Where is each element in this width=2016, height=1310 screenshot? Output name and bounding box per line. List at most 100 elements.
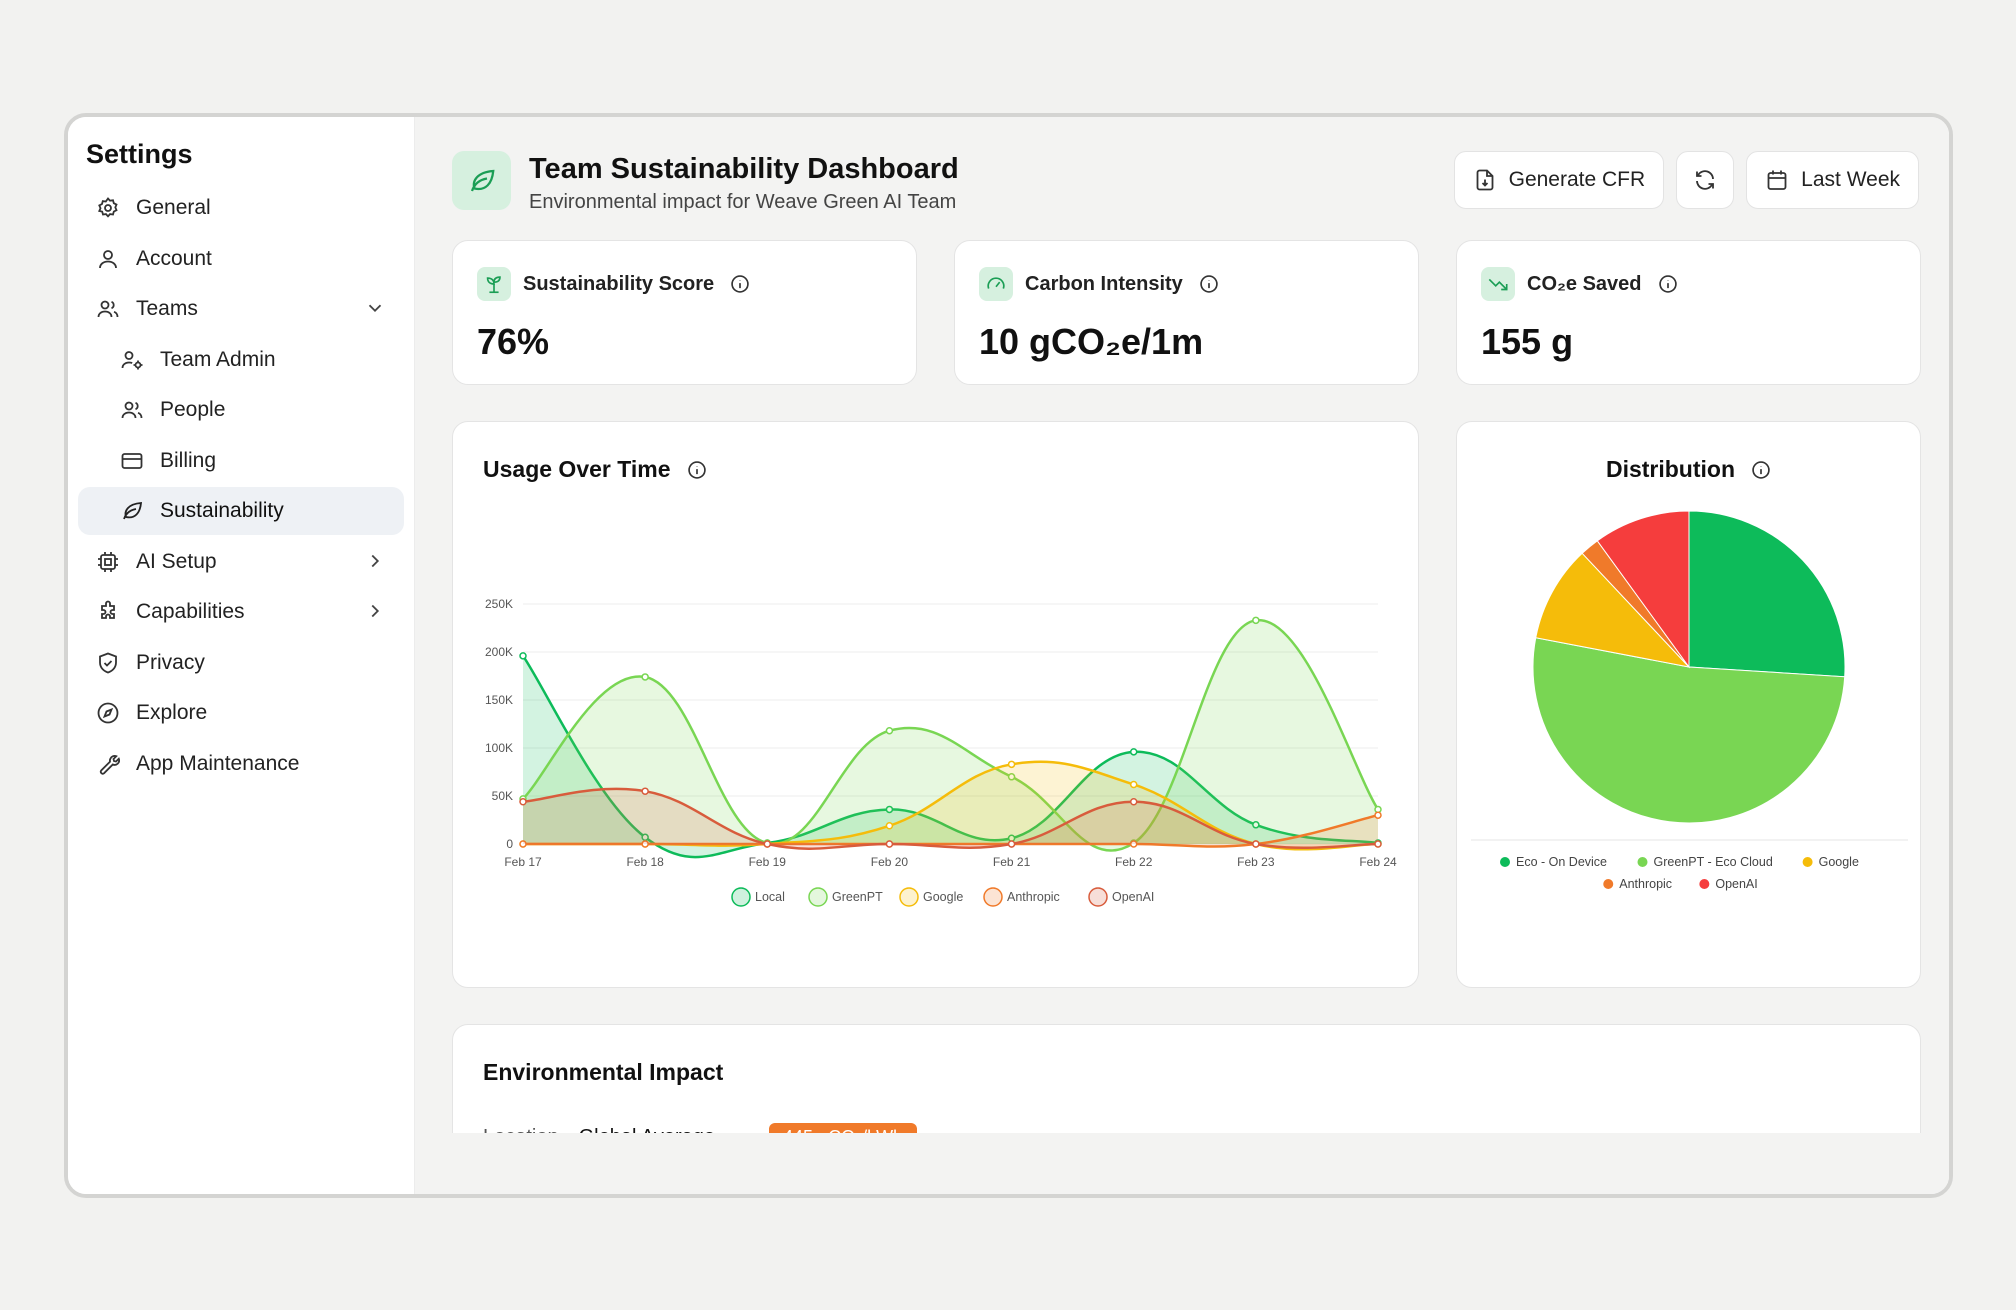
sidebar-item-privacy[interactable]: Privacy [78,639,404,687]
sidebar-item-people[interactable]: People [78,386,404,434]
card-title: Distribution [1605,456,1736,482]
sidebar-item-app-maintenance[interactable]: App Maintenance [78,740,404,788]
data-point [1374,840,1382,848]
gauge-icon [979,267,1013,301]
info-icon[interactable] [1751,460,1771,480]
carbon-intensity-card: Carbon Intensity 10 gCO₂e/1m [954,240,1419,385]
series-line [522,813,1379,848]
cpu-icon [96,550,120,574]
wrench-icon [96,752,120,776]
info-icon[interactable] [1199,274,1219,294]
chevron-down-icon[interactable] [364,297,386,319]
stat-value: 155 g [1481,321,1574,362]
x-tick-label: Feb 18 [626,855,664,869]
stat-value: 10 gCO₂e/1m [979,321,1204,362]
sidebar-item-label: General [136,196,211,219]
sidebar-item-label: App Maintenance [136,751,300,775]
pie-slice [1532,637,1846,824]
y-tick-label: 200K [485,645,513,659]
sidebar-item-label: Team Admin [160,347,276,371]
legend-marker [1637,857,1648,867]
legend-label: Eco - On Device [1516,855,1607,869]
header-actions: Generate CFR Last Week [1453,151,1919,209]
sidebar-item-label: Account [136,246,212,270]
info-icon[interactable] [1658,274,1678,294]
page-title: Team Sustainability Dashboard [529,153,959,185]
distribution-card: Distribution Eco - On Device GreenPT - Ec… [1456,421,1921,988]
refresh-icon [1696,170,1715,190]
distribution-title-row: Distribution [1457,456,1920,483]
chevron-right-icon[interactable] [364,600,386,622]
x-tick-label: Feb 24 [1359,855,1397,869]
sidebar-item-ai-setup[interactable]: AI Setup [78,538,404,586]
x-tick-label: Feb 22 [1115,855,1153,869]
legend-marker [1603,879,1614,889]
legend-marker [1500,857,1510,867]
data-point [1374,811,1382,819]
stat-value: 76% [477,321,550,362]
legend-label: Google [1819,855,1859,869]
settings-window: Settings General Account Teams Team Admi… [64,113,1953,1198]
y-tick-label: 250K [485,597,513,611]
sidebar: Settings General Account Teams Team Admi… [68,117,415,1194]
sidebar-item-label: AI Setup [136,549,217,573]
legend-label: Google [923,890,963,904]
compass-icon [96,701,120,725]
x-tick-label: Feb 19 [749,855,787,869]
data-point [1252,840,1260,848]
sidebar-item-label: Billing [160,448,217,472]
sidebar-item-label: Capabilities [136,600,245,623]
x-tick-label: Feb 21 [993,855,1031,869]
data-point [1252,616,1260,625]
usage-over-time-card: Usage Over Time 0 50K 100K 150K 200K 250K Feb … [452,421,1419,988]
data-point [1129,780,1138,789]
sidebar-item-label: Teams [136,297,198,320]
sidebar-item-billing[interactable]: Billing [78,437,404,485]
sidebar-item-label: Sustainability [160,499,284,522]
shield-check-icon [96,651,120,675]
x-tick-label: Feb 20 [871,855,909,869]
y-tick-label: 0 [506,837,513,851]
sustainability-score-card: Sustainability Score 76% [452,240,917,385]
data-point [1007,840,1016,848]
legend-marker [983,887,1003,907]
file-download-icon [1476,169,1494,191]
period-select-button[interactable]: Last Week [1746,151,1919,209]
user-cog-icon [120,348,144,372]
sidebar-item-label: Privacy [136,650,205,674]
series-area [523,815,1378,847]
legend-marker [1802,857,1813,867]
info-icon[interactable] [687,460,707,480]
sidebar-item-capabilities[interactable]: Capabilities [78,588,404,636]
data-point [1129,798,1138,806]
page-header: Team Sustainability Dashboard Environmen… [452,151,959,214]
data-point [519,798,527,806]
data-point [885,840,894,848]
period-label: Last Week [1801,168,1900,191]
series-line [522,787,1379,850]
puzzle-icon [96,600,120,624]
data-point [1252,821,1260,829]
users-icon [120,398,144,422]
generate-cfr-button[interactable]: Generate CFR [1453,151,1665,209]
chevron-right-icon[interactable] [364,550,386,572]
legend-marker [1088,887,1108,907]
pie-slice [1596,510,1690,669]
scroll-clip [415,1133,1949,1194]
data-point [1007,760,1016,769]
sidebar-item-general[interactable]: General [78,184,404,232]
gear-icon [96,196,120,220]
card-title: Usage Over Time [483,456,671,482]
info-icon[interactable] [730,274,750,294]
sidebar-item-team-admin[interactable]: Team Admin [78,336,404,384]
stat-label: Carbon Intensity [1025,272,1183,295]
legend-marker [731,887,751,907]
sidebar-item-explore[interactable]: Explore [78,689,404,737]
refresh-button[interactable] [1676,151,1735,209]
sidebar-item-teams[interactable]: Teams [78,285,404,333]
sidebar-item-account[interactable]: Account [78,235,404,283]
legend-label: OpenAI [1112,890,1154,904]
calendar-icon [1767,170,1787,190]
sidebar-item-sustainability[interactable]: Sustainability [78,487,404,535]
y-tick-label: 100K [485,741,513,755]
